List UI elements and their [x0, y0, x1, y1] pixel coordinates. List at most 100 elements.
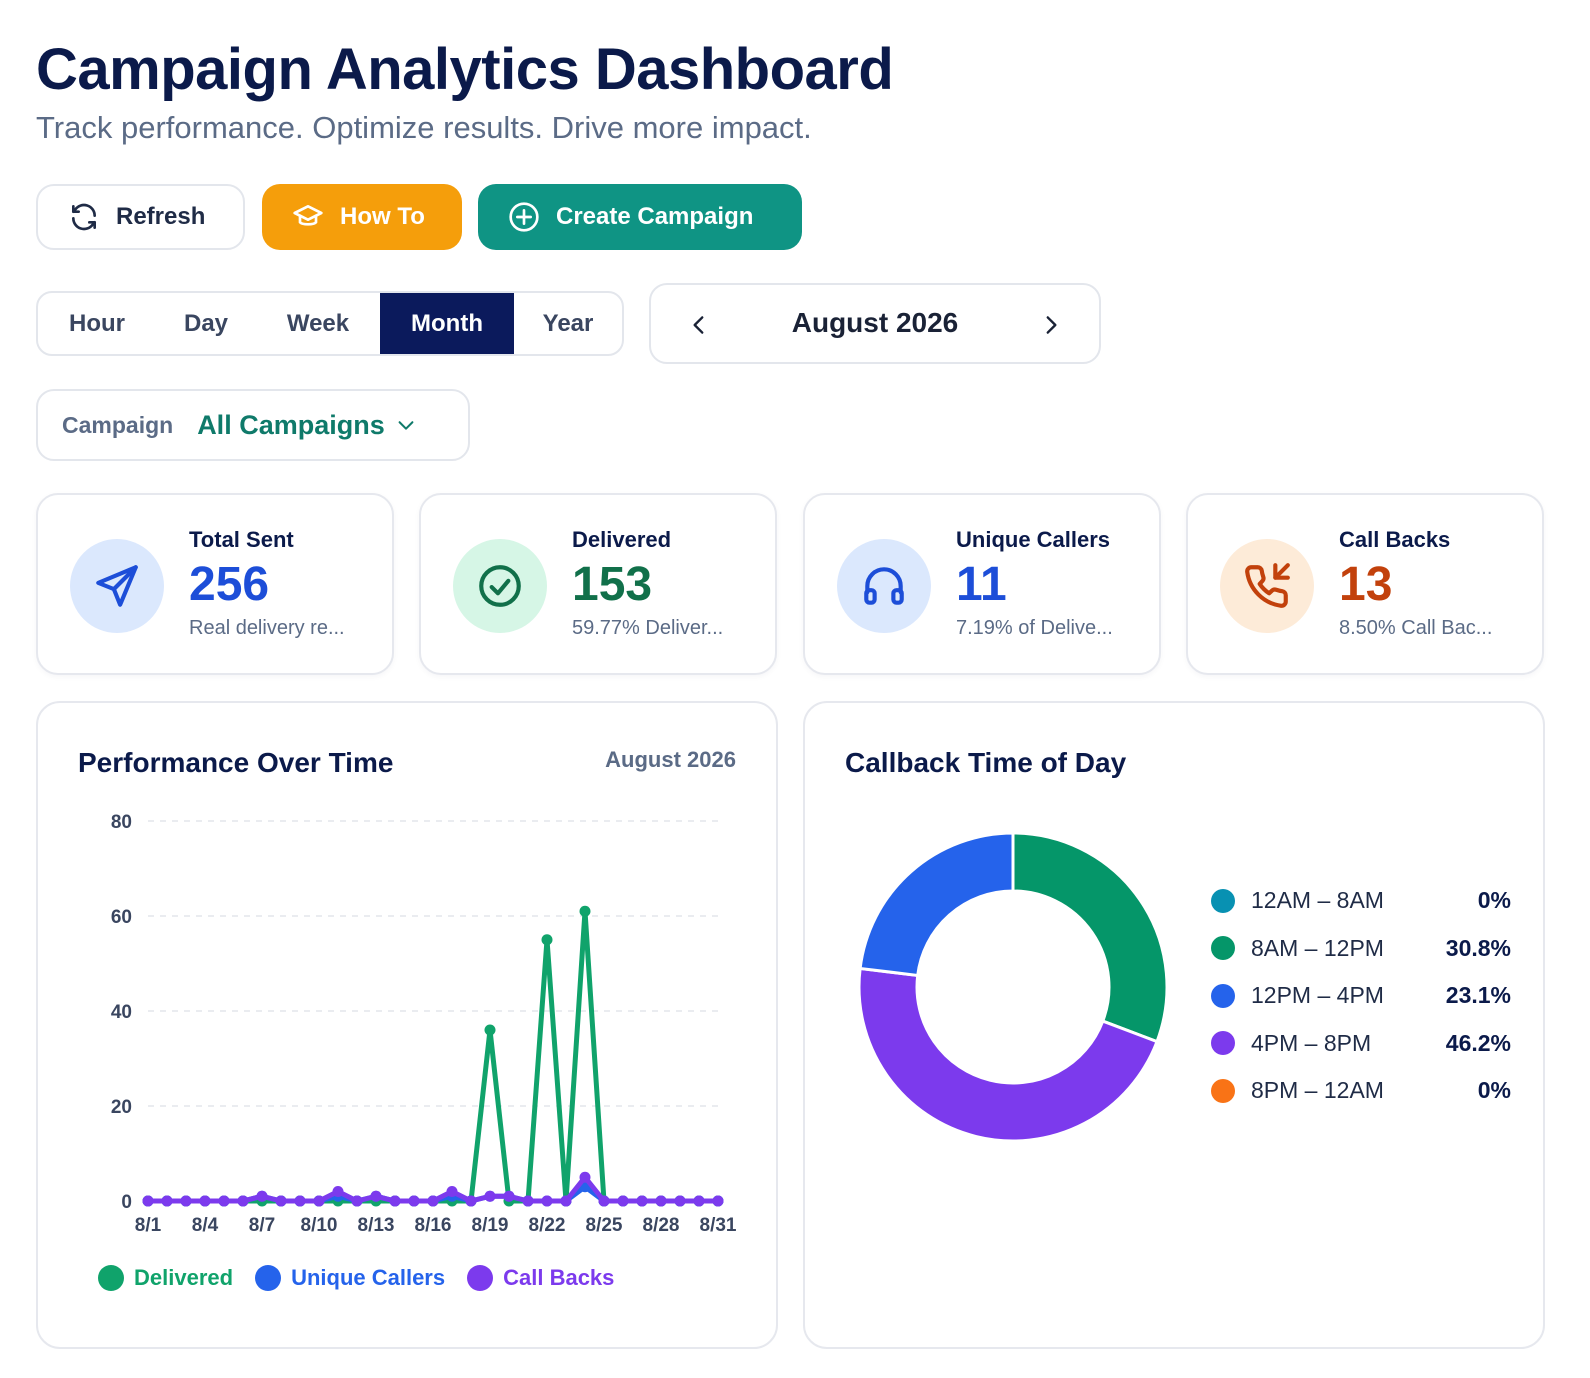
period-month[interactable]: Month [380, 293, 514, 354]
period-week[interactable]: Week [286, 309, 350, 337]
check-circle-icon [453, 539, 547, 633]
performance-title: Performance Over Time [78, 747, 394, 778]
y-tick-label: 20 [111, 1097, 132, 1118]
period-day[interactable]: Day [183, 309, 229, 337]
stat-value: 11 [956, 558, 1007, 611]
create-campaign-button[interactable]: Create Campaign [478, 184, 802, 250]
donut-slice-2[interactable] [858, 831, 1015, 978]
data-point-delivered[interactable] [541, 934, 553, 946]
data-point-call-backs[interactable] [693, 1195, 705, 1207]
slice-percent: 23.1% [1445, 982, 1511, 1009]
callback-donut-chart [857, 831, 1169, 1143]
create-campaign-label: Create Campaign [556, 203, 754, 230]
data-point-call-backs[interactable] [180, 1195, 192, 1207]
data-point-call-backs[interactable] [275, 1195, 287, 1207]
data-point-call-backs[interactable] [142, 1195, 154, 1207]
x-tick-label: 8/1 [135, 1215, 162, 1236]
phone-incoming-icon [1220, 539, 1314, 633]
legend-unique-callers[interactable]: Unique Callers [255, 1265, 445, 1291]
legend-dot [1211, 936, 1235, 961]
stat-card-call-backs: Call Backs 13 8.50% Call Bac... [1186, 493, 1544, 675]
next-month-button[interactable] [1033, 307, 1069, 343]
period-year[interactable]: Year [542, 309, 594, 337]
donut-slice-1[interactable] [1011, 831, 1169, 1044]
data-point-call-backs[interactable] [655, 1195, 667, 1207]
slice-label: 8AM – 12PM [1251, 934, 1384, 961]
legend-dot [255, 1265, 282, 1291]
data-point-call-backs[interactable] [446, 1186, 458, 1197]
stat-subtext: 59.77% Deliver... [572, 617, 724, 639]
data-point-call-backs[interactable] [503, 1190, 515, 1202]
data-point-call-backs[interactable] [389, 1195, 401, 1207]
x-tick-label: 8/4 [192, 1215, 219, 1236]
campaign-select-value: All Campaigns [197, 409, 385, 440]
send-icon [70, 539, 164, 633]
month-navigator: August 2026 [649, 283, 1101, 364]
data-point-call-backs[interactable] [427, 1195, 439, 1207]
x-tick-label: 8/22 [529, 1215, 566, 1236]
callback-legend: 12AM – 8AM 0% 8AM – 12PM 30.8% 12PM – 4P… [1211, 877, 1511, 1115]
data-point-call-backs[interactable] [351, 1195, 363, 1207]
data-point-call-backs[interactable] [541, 1195, 553, 1207]
data-point-call-backs[interactable] [313, 1195, 325, 1207]
data-point-call-backs[interactable] [332, 1186, 344, 1197]
stat-subtext: 8.50% Call Bac... [1339, 617, 1493, 639]
data-point-call-backs[interactable] [199, 1195, 211, 1207]
how-to-button[interactable]: How To [262, 184, 462, 250]
legend-dot [1211, 1078, 1235, 1103]
x-tick-label: 8/10 [301, 1215, 338, 1236]
stat-card-unique-callers: Unique Callers 11 7.19% of Delive... [803, 493, 1161, 675]
data-point-call-backs[interactable] [617, 1195, 629, 1207]
data-point-call-backs[interactable] [674, 1195, 686, 1207]
data-point-delivered[interactable] [579, 905, 591, 917]
refresh-icon [72, 203, 96, 231]
period-hour[interactable]: Hour [69, 309, 125, 337]
legend-dot [1211, 983, 1235, 1008]
stat-subtext: 7.19% of Delive... [956, 617, 1113, 639]
legend-dot [98, 1265, 124, 1291]
legend-delivered[interactable]: Delivered [98, 1265, 233, 1291]
plus-circle-icon [509, 202, 539, 232]
data-point-call-backs[interactable] [484, 1190, 496, 1202]
data-point-call-backs[interactable] [712, 1195, 724, 1207]
data-point-call-backs[interactable] [636, 1195, 648, 1207]
stat-subtext: Real delivery re... [189, 617, 345, 639]
performance-legend: Delivered Unique Callers Call Backs [98, 1265, 636, 1291]
data-point-call-backs[interactable] [465, 1195, 477, 1207]
data-point-call-backs[interactable] [370, 1190, 382, 1202]
previous-month-button[interactable] [681, 307, 717, 343]
x-tick-label: 8/16 [415, 1215, 452, 1236]
slice-percent: 0% [1477, 1077, 1511, 1104]
data-point-call-backs[interactable] [161, 1195, 173, 1207]
campaign-select[interactable]: Campaign All Campaigns [36, 389, 470, 461]
campaign-select-label: Campaign [62, 411, 174, 438]
refresh-button[interactable]: Refresh [36, 184, 245, 250]
chevron-down-icon [398, 421, 414, 430]
callback-title: Callback Time of Day [845, 747, 1127, 778]
data-point-delivered[interactable] [484, 1024, 496, 1036]
page-subtitle: Track performance. Optimize results. Dri… [36, 110, 812, 145]
data-point-call-backs[interactable] [218, 1195, 230, 1207]
legend-dot [1211, 1031, 1235, 1056]
x-tick-label: 8/28 [643, 1215, 680, 1236]
donut-legend-row: 12PM – 4PM 23.1% [1211, 972, 1511, 1020]
headphones-icon [837, 539, 931, 633]
donut-slice-3[interactable] [857, 966, 1159, 1143]
legend-label: Unique Callers [291, 1265, 446, 1290]
data-point-call-backs[interactable] [560, 1195, 572, 1207]
data-point-call-backs[interactable] [598, 1195, 610, 1207]
legend-call-backs[interactable]: Call Backs [467, 1265, 614, 1291]
performance-panel: Performance Over Time August 2026 0 20 40 6… [36, 701, 778, 1349]
y-tick-label: 0 [121, 1192, 132, 1213]
callback-panel: Callback Time of Day 12AM – 8AM 0% 8AM –… [803, 701, 1545, 1349]
legend-label: Delivered [134, 1265, 234, 1290]
data-point-call-backs[interactable] [522, 1195, 534, 1207]
stat-label: Unique Callers [956, 527, 1111, 552]
data-point-call-backs[interactable] [237, 1195, 249, 1207]
data-point-call-backs[interactable] [579, 1171, 591, 1183]
data-point-call-backs[interactable] [256, 1190, 268, 1202]
data-point-call-backs[interactable] [294, 1195, 306, 1207]
data-point-call-backs[interactable] [408, 1195, 420, 1207]
slice-percent: 46.2% [1445, 1029, 1511, 1056]
period-selector: Hour Day Week Month Year [36, 291, 624, 356]
